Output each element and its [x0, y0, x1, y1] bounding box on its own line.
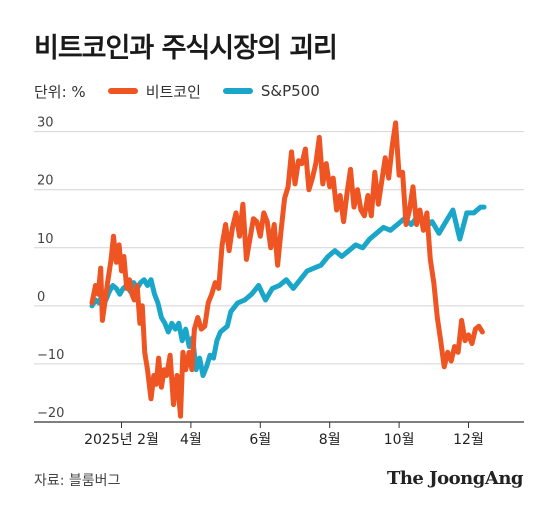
- x-tick-label: 8월: [319, 432, 341, 448]
- legend-label-sp500: S&P500: [260, 82, 320, 100]
- chart-title: 비트코인과 주식시장의 괴리: [34, 33, 338, 64]
- series-line-bitcoin: [89, 120, 485, 419]
- x-tick-label: 4월: [180, 432, 202, 448]
- legend-swatch-bitcoin: [107, 88, 138, 94]
- brand-logo: The JoongAng: [386, 468, 524, 489]
- x-tick-label: 2025년 2월: [84, 432, 159, 448]
- x-tick-label: 12월: [453, 432, 484, 448]
- y-tick-label: 10: [37, 232, 54, 247]
- y-tick-label: −10: [37, 348, 64, 363]
- legend: 단위: % 비트코인 S&P500: [34, 80, 342, 102]
- legend-label-bitcoin: 비트코인: [145, 82, 201, 101]
- x-tick-label: 10월: [384, 432, 415, 448]
- x-tick-label: 6월: [249, 432, 271, 448]
- y-tick-label: 20: [37, 174, 54, 189]
- unit-label: 단위: %: [34, 82, 86, 101]
- legend-swatch-sp500: [222, 88, 253, 94]
- y-tick-label: 30: [37, 116, 54, 131]
- source-note: 자료: 블룸버그: [34, 473, 121, 489]
- legend-item-sp500: S&P500: [222, 82, 320, 100]
- legend-item-bitcoin: 비트코인: [107, 81, 201, 102]
- series-line-sp500: [89, 204, 487, 378]
- y-tick-label: −20: [37, 406, 64, 421]
- y-tick-label: 0: [37, 290, 45, 305]
